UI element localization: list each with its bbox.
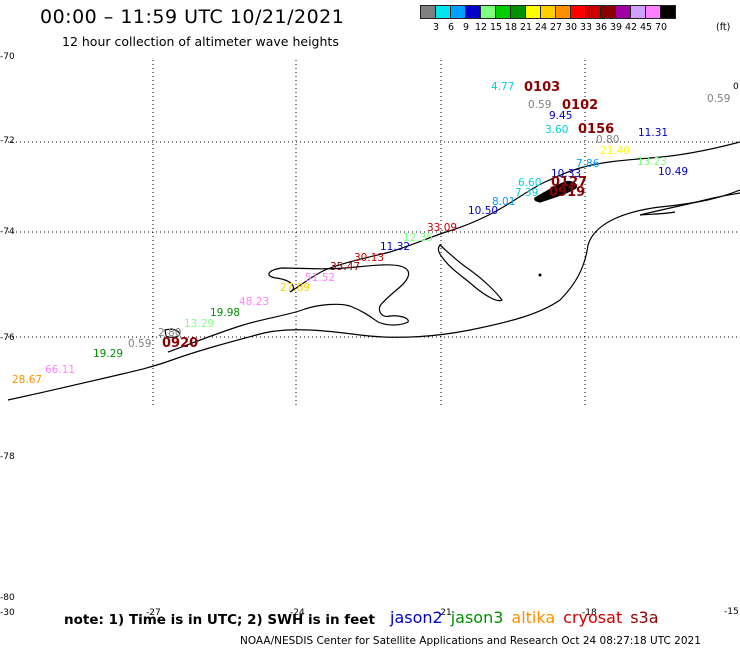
wave-height-label: 13.29 — [184, 318, 214, 330]
lon-label: -24 — [290, 608, 305, 618]
wave-height-label: 11.31 — [638, 127, 668, 139]
legend-label: 33 — [579, 22, 593, 33]
lat-label: -74 — [0, 227, 15, 237]
legend-label: 3 — [432, 22, 440, 33]
wave-height-label: 35.47 — [330, 261, 360, 273]
graticule — [8, 60, 740, 405]
wave-height-label: 30.13 — [354, 252, 384, 264]
wave-height-label: 27.89 — [280, 282, 310, 294]
island-dot — [538, 273, 542, 277]
legend-label: 30 — [564, 22, 578, 33]
lon-label: -18 — [582, 608, 597, 618]
legend-label: 9 — [462, 22, 470, 33]
credit-line: NOAA/NESDIS Center for Satellite Applica… — [240, 635, 701, 647]
lon-label: -21 — [437, 608, 452, 618]
wave-height-label: 7.39 — [515, 187, 538, 199]
legend-label: 15 — [489, 22, 503, 33]
lat-label: -80 — [0, 593, 15, 603]
time-marker: 0102 — [562, 98, 598, 113]
wave-height-label: 10.33 — [551, 168, 581, 180]
wave-height-label: 10.50 — [468, 205, 498, 217]
lon-label: -27 — [146, 608, 161, 618]
time-marker: 0156 — [578, 122, 614, 137]
satellite-jason2: jason2 — [390, 608, 443, 627]
time-marker: 0127 — [551, 175, 587, 190]
legend-label: 18 — [504, 22, 518, 33]
legend-label: 12 — [474, 22, 488, 33]
color-legend — [420, 5, 676, 19]
legend-unit: (ft) — [716, 22, 731, 33]
legend-swatch — [660, 5, 676, 19]
wave-height-label: 3.60 — [545, 124, 568, 136]
satellite-legend: jason2 jason3 altika cryosat s3a — [390, 608, 667, 627]
wave-height-label: 2.80 — [158, 327, 181, 339]
wave-height-label: 19.29 — [93, 348, 123, 360]
wave-height-label: 33.09 — [427, 222, 457, 234]
legend-label: 27 — [549, 22, 563, 33]
lon-label: -30 — [0, 608, 15, 618]
wave-height-label: 13.23 — [637, 156, 667, 168]
lat-label: -72 — [0, 136, 15, 146]
satellite-cryosat: cryosat — [563, 608, 623, 627]
legend-label: 45 — [639, 22, 653, 33]
wave-height-label: 10.49 — [658, 166, 688, 178]
wave-height-label: 8.01 — [492, 196, 515, 208]
satellite-altika: altika — [511, 608, 556, 627]
map-subtitle: 12 hour collection of altimeter wave hei… — [62, 34, 339, 49]
wave-height-label: 21.40 — [600, 145, 630, 157]
satellite-s3a: s3a — [630, 608, 659, 627]
wave-height-label: 19.98 — [210, 307, 240, 319]
wave-height-label: 48.23 — [239, 296, 269, 308]
wave-height-label: 0.80 — [596, 134, 619, 146]
footer-note: note: 1) Time is in UTC; 2) SWH is in fe… — [64, 612, 375, 628]
wave-height-label: 7.86 — [576, 158, 600, 170]
wave-height-label: 0.59 — [528, 99, 551, 111]
lat-label: -76 — [0, 333, 15, 343]
legend-label: 70 — [654, 22, 668, 33]
wave-height-label: 28.67 — [12, 374, 42, 386]
lon-label: -15 — [724, 607, 739, 617]
wave-height-label: 0.59 — [707, 93, 730, 105]
legend-label: 24 — [534, 22, 548, 33]
time-marker: 0103 — [524, 80, 560, 95]
legend-label: 6 — [447, 22, 455, 33]
lon-label: 0 — [733, 82, 739, 92]
wave-height-label: 9.45 — [549, 110, 572, 122]
map-title: 00:00 – 11:59 UTC 10/21/2021 — [40, 6, 345, 28]
legend-label: 21 — [519, 22, 533, 33]
time-marker: 0920 — [162, 336, 198, 351]
time-marker: 0919 — [549, 185, 585, 200]
wave-height-label: 0.59 — [128, 338, 151, 350]
wave-height-label: 12.35 — [403, 232, 433, 244]
wave-height-label: 6.60 — [518, 177, 541, 189]
satellite-jason3: jason3 — [450, 608, 504, 627]
wave-height-label: 4.77 — [491, 81, 514, 93]
wave-height-label: 66.11 — [45, 364, 75, 376]
wave-height-label: 51.52 — [305, 272, 335, 284]
legend-label: 39 — [609, 22, 623, 33]
legend-label: 36 — [594, 22, 608, 33]
wave-height-label: 11.32 — [380, 241, 410, 253]
lat-label: -78 — [0, 452, 15, 462]
lat-label: -70 — [0, 52, 15, 62]
legend-label: 42 — [624, 22, 638, 33]
coastline — [7, 141, 740, 401]
